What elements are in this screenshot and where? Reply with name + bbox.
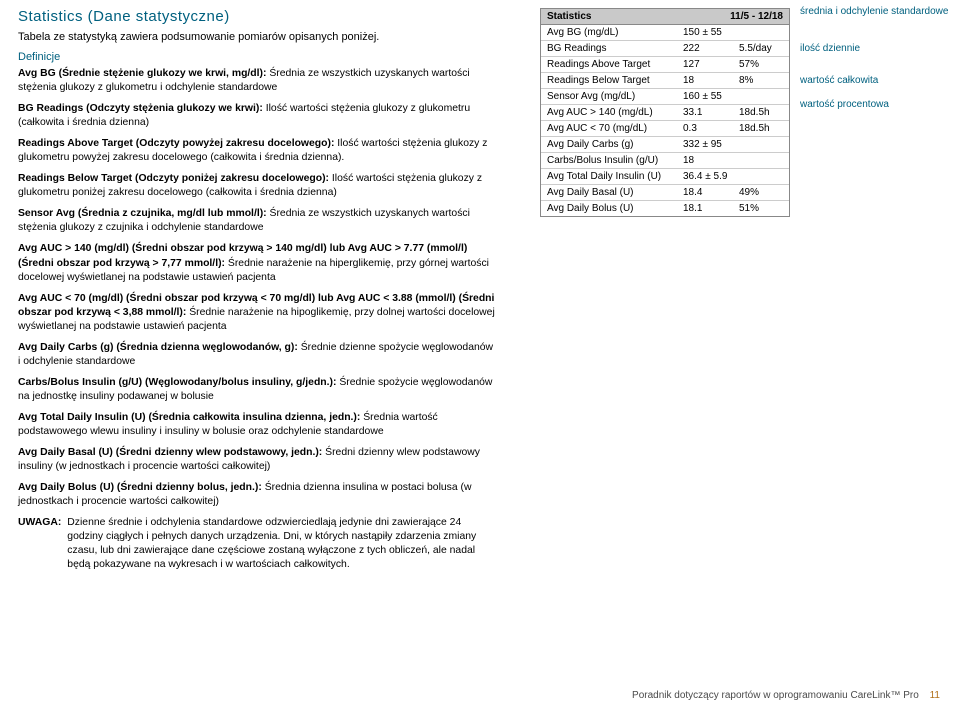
row-label: Avg AUC < 70 (mg/dL): [547, 123, 683, 134]
row-label: Avg Daily Bolus (U): [547, 203, 683, 214]
right-column: Statistics 11/5 - 12/18 Avg BG (mg/dL)15…: [540, 8, 950, 217]
row-value-1: 36.4 ± 5.9: [683, 171, 739, 182]
row-label: Avg AUC > 140 (mg/dL): [547, 107, 683, 118]
row-value-2: 49%: [739, 187, 783, 198]
definition-item: Carbs/Bolus Insulin (g/U) (Węglowodany/b…: [18, 376, 495, 404]
definition-item: Avg Daily Basal (U) (Średni dzienny wlew…: [18, 446, 495, 474]
table-row: Readings Below Target188%: [541, 73, 789, 89]
row-label: Avg Total Daily Insulin (U): [547, 171, 683, 182]
row-value-2: [739, 171, 783, 182]
definition-term: Avg AUC < 70 (mg/dl) (Średni obszar pod …: [18, 293, 494, 318]
row-value-1: 150 ± 55: [683, 27, 739, 38]
row-value-2: 51%: [739, 203, 783, 214]
row-label: Avg Daily Basal (U): [547, 187, 683, 198]
row-value-1: 33.1: [683, 107, 739, 118]
definition-term: BG Readings (Odczyty stężenia glukozy we…: [18, 103, 263, 114]
row-value-2: [739, 27, 783, 38]
callout-total: wartość całkowita: [800, 75, 960, 87]
row-label: Carbs/Bolus Insulin (g/U): [547, 155, 683, 166]
footer-text: Poradnik dotyczący raportów w oprogramow…: [632, 690, 919, 701]
table-row: Carbs/Bolus Insulin (g/U)18: [541, 153, 789, 169]
row-value-1: 332 ± 95: [683, 139, 739, 150]
footer: Poradnik dotyczący raportów w oprogramow…: [632, 690, 940, 701]
definition-term: Avg Daily Carbs (g) (Średnia dzienna węg…: [18, 342, 298, 353]
definitions-column: Avg BG (Średnie stężenie glukozy we krwi…: [0, 67, 505, 572]
definition-term: Avg Daily Basal (U) (Średni dzienny wlew…: [18, 447, 322, 458]
row-value-2: [739, 91, 783, 102]
page-number: 11: [930, 690, 940, 701]
row-value-2: 57%: [739, 59, 783, 70]
definition-item: Avg Daily Carbs (g) (Średnia dzienna węg…: [18, 341, 495, 369]
table-row: Avg Daily Carbs (g)332 ± 95: [541, 137, 789, 153]
row-value-1: 18.1: [683, 203, 739, 214]
table-row: Readings Above Target12757%: [541, 57, 789, 73]
callouts: średnia i odchylenie standardowe ilość d…: [800, 6, 960, 131]
table-row: Avg BG (mg/dL)150 ± 55: [541, 25, 789, 41]
table-header-right: 11/5 - 12/18: [730, 11, 783, 22]
definition-item: Readings Above Target (Odczyty powyżej z…: [18, 137, 495, 165]
definition-item: Avg AUC < 70 (mg/dl) (Średni obszar pod …: [18, 292, 495, 334]
table-row: Avg Total Daily Insulin (U)36.4 ± 5.9: [541, 169, 789, 185]
definition-term: Avg Total Daily Insulin (U) (Średnia cał…: [18, 412, 360, 423]
callout-percent: wartość procentowa: [800, 99, 960, 111]
row-label: Readings Above Target: [547, 59, 683, 70]
statistics-table: Statistics 11/5 - 12/18 Avg BG (mg/dL)15…: [540, 8, 790, 217]
row-label: Avg BG (mg/dL): [547, 27, 683, 38]
row-value-1: 18: [683, 75, 739, 86]
definition-item: Avg BG (Średnie stężenie glukozy we krwi…: [18, 67, 495, 95]
table-header: Statistics 11/5 - 12/18: [541, 9, 789, 25]
table-row: Avg AUC < 70 (mg/dL)0.318d.5h: [541, 121, 789, 137]
row-value-2: 5.5/day: [739, 43, 783, 54]
note: UWAGA:Dzienne średnie i odchylenia stand…: [18, 516, 495, 572]
definition-term: Carbs/Bolus Insulin (g/U) (Węglowodany/b…: [18, 377, 336, 388]
row-value-1: 160 ± 55: [683, 91, 739, 102]
definition-term: Readings Above Target (Odczyty powyżej z…: [18, 138, 334, 149]
row-value-1: 127: [683, 59, 739, 70]
row-value-1: 18.4: [683, 187, 739, 198]
definition-item: BG Readings (Odczyty stężenia glukozy we…: [18, 102, 495, 130]
definition-term: Avg AUC > 140 (mg/dl) (Średni obszar pod…: [18, 243, 467, 268]
row-value-1: 18: [683, 155, 739, 166]
row-value-2: [739, 155, 783, 166]
definition-item: Avg AUC > 140 (mg/dl) (Średni obszar pod…: [18, 242, 495, 284]
row-value-2: [739, 139, 783, 150]
table-row: Avg Daily Bolus (U)18.151%: [541, 201, 789, 216]
table-row: Avg AUC > 140 (mg/dL)33.118d.5h: [541, 105, 789, 121]
definition-item: Avg Total Daily Insulin (U) (Średnia cał…: [18, 411, 495, 439]
row-value-1: 222: [683, 43, 739, 54]
definition-term: Avg BG (Średnie stężenie glukozy we krwi…: [18, 68, 266, 79]
definition-item: Avg Daily Bolus (U) (Średni dzienny bolu…: [18, 481, 495, 509]
row-value-1: 0.3: [683, 123, 739, 134]
table-row: Sensor Avg (mg/dL)160 ± 55: [541, 89, 789, 105]
definition-item: Readings Below Target (Odczyty poniżej z…: [18, 172, 495, 200]
callout-mean-sd: średnia i odchylenie standardowe: [800, 6, 960, 18]
table-header-left: Statistics: [547, 11, 730, 22]
callout-daily-count: ilość dziennie: [800, 43, 960, 55]
note-body: Dzienne średnie i odchylenia standardowe…: [67, 516, 495, 572]
row-value-2: 8%: [739, 75, 783, 86]
row-value-2: 18d.5h: [739, 123, 783, 134]
definition-term: Avg Daily Bolus (U) (Średni dzienny bolu…: [18, 482, 262, 493]
note-term: UWAGA:: [18, 516, 61, 572]
row-value-2: 18d.5h: [739, 107, 783, 118]
definition-term: Sensor Avg (Średnia z czujnika, mg/dl lu…: [18, 208, 267, 219]
table-row: Avg Daily Basal (U)18.449%: [541, 185, 789, 201]
row-label: BG Readings: [547, 43, 683, 54]
row-label: Readings Below Target: [547, 75, 683, 86]
table-row: BG Readings2225.5/day: [541, 41, 789, 57]
row-label: Avg Daily Carbs (g): [547, 139, 683, 150]
definition-item: Sensor Avg (Średnia z czujnika, mg/dl lu…: [18, 207, 495, 235]
definition-term: Readings Below Target (Odczyty poniżej z…: [18, 173, 329, 184]
row-label: Sensor Avg (mg/dL): [547, 91, 683, 102]
